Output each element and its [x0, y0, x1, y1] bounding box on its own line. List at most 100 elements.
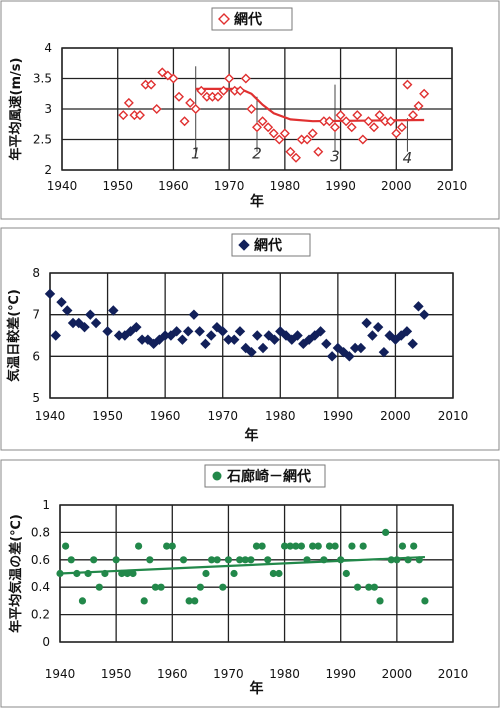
legend-label: 網代 — [234, 11, 262, 28]
data-point — [85, 309, 96, 320]
legend-filled-circle-marker — [212, 471, 222, 481]
data-point — [359, 542, 367, 550]
data-point — [224, 556, 233, 564]
data-point — [168, 542, 176, 550]
y-tick-label: 5 — [32, 391, 40, 405]
data-point — [363, 116, 374, 127]
data-point — [324, 116, 335, 127]
data-point — [335, 110, 346, 121]
data-point — [44, 288, 56, 300]
y-tick-label: 8 — [32, 266, 40, 280]
data-point — [346, 122, 357, 133]
data-point — [263, 122, 274, 133]
data-point — [391, 128, 402, 139]
data-point — [382, 528, 390, 537]
y-tick-label: 0.8 — [31, 525, 50, 539]
plot-frame — [61, 47, 453, 171]
data-point — [240, 73, 251, 84]
y-tick-label: 1 — [42, 498, 50, 512]
data-point — [194, 326, 205, 337]
y-axis-title: 気温日較差(℃) — [6, 289, 22, 382]
data-point — [62, 542, 70, 550]
y-tick-label: 2.5 — [33, 133, 52, 147]
data-point — [307, 128, 318, 139]
data-point — [118, 569, 126, 578]
x-tick-label: 2000 — [380, 409, 411, 423]
legend-open-diamond-marker — [218, 13, 230, 25]
data-point — [390, 334, 401, 345]
data-point — [315, 326, 326, 337]
x-tick-label: 1940 — [35, 409, 66, 423]
data-point — [292, 542, 300, 550]
data-point — [252, 330, 263, 341]
data-point — [185, 597, 193, 605]
panel-3-border — [0, 459, 500, 708]
data-point — [258, 542, 266, 550]
data-point — [257, 116, 268, 127]
legend-filled-diamond-marker — [238, 239, 250, 251]
data-point — [246, 104, 257, 114]
data-point — [332, 342, 344, 354]
data-point — [230, 569, 238, 578]
data-point — [135, 542, 143, 550]
data-point — [292, 330, 303, 341]
data-point — [135, 110, 145, 121]
legend-box — [204, 464, 326, 488]
data-point — [376, 597, 384, 605]
y-tick-label: 0.4 — [31, 580, 50, 594]
data-point — [190, 104, 201, 114]
period-annotation: 2 — [252, 145, 262, 163]
data-point — [309, 330, 321, 341]
x-tick-label: 1980 — [270, 179, 301, 193]
data-point — [202, 569, 210, 578]
data-point — [395, 330, 407, 341]
data-point — [357, 134, 368, 145]
x-tick-label: 1940 — [47, 179, 78, 193]
data-point — [224, 73, 235, 84]
data-point — [410, 542, 418, 550]
data-point — [252, 122, 262, 133]
data-point — [240, 342, 251, 354]
data-point — [285, 146, 296, 157]
data-point — [73, 569, 81, 578]
data-point — [338, 346, 349, 358]
data-point — [387, 556, 395, 564]
data-point — [123, 97, 134, 108]
data-point — [234, 326, 246, 337]
data-point — [84, 569, 92, 578]
y-tick-label: 6 — [32, 349, 40, 363]
data-point — [163, 542, 171, 550]
data-point — [119, 330, 131, 341]
legend-label: 石廊崎－網代 — [226, 468, 311, 485]
x-tick-label: 1950 — [102, 179, 133, 193]
data-point — [378, 346, 390, 358]
data-point — [157, 583, 165, 591]
data-point — [174, 91, 184, 102]
data-point — [279, 128, 290, 139]
data-point — [112, 556, 120, 564]
data-point — [90, 556, 98, 564]
data-point — [314, 542, 322, 550]
y-tick-label: 0.2 — [31, 608, 50, 622]
data-point — [151, 583, 160, 591]
data-point — [353, 583, 362, 591]
data-point — [342, 569, 350, 578]
data-point — [246, 346, 257, 358]
x-tick-label: 1970 — [213, 667, 244, 681]
data-point — [182, 326, 194, 337]
data-point — [372, 321, 384, 333]
data-point — [157, 67, 168, 78]
data-point — [291, 152, 301, 163]
data-point — [419, 309, 430, 320]
x-tick-label: 1970 — [207, 409, 238, 423]
x-tick-label: 1950 — [92, 409, 123, 423]
x-axis-title: 年 — [245, 427, 259, 444]
x-tick-label: 1990 — [323, 409, 354, 423]
data-point — [108, 305, 119, 316]
data-point — [330, 122, 340, 133]
data-point — [148, 338, 159, 350]
data-point — [369, 122, 379, 133]
x-tick-label: 2010 — [437, 179, 468, 193]
legend-box — [231, 233, 311, 257]
data-point — [188, 309, 200, 320]
